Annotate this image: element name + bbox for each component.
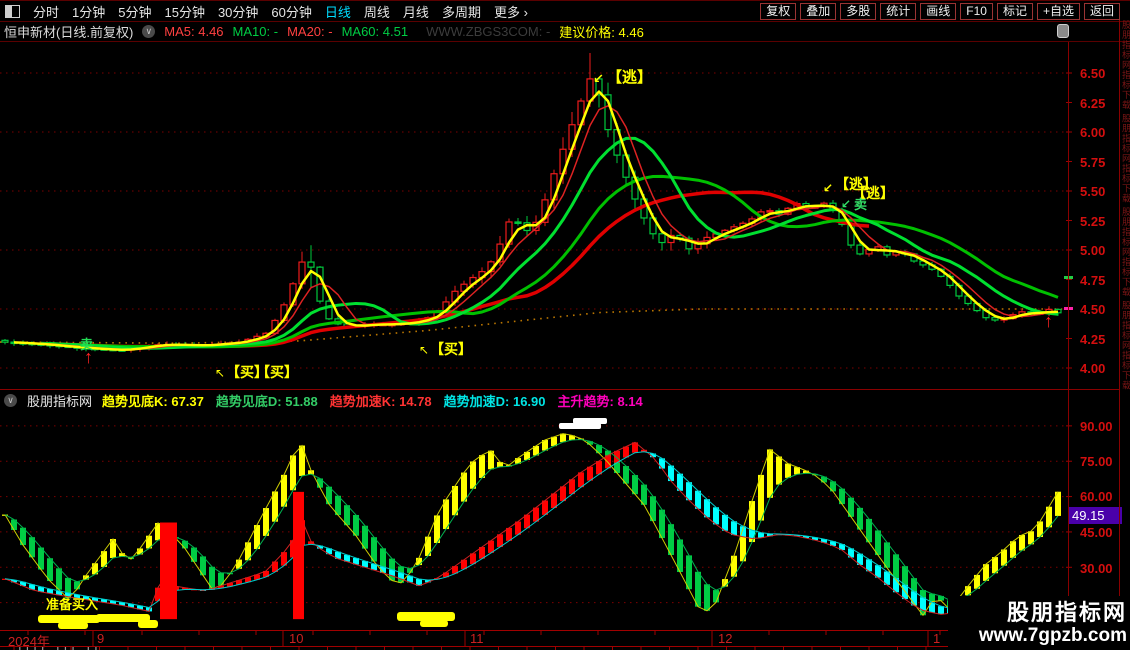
indicator-value-item: 趋势加速K: 14.78 — [329, 393, 432, 409]
period-menubar: 分时 1分钟 5分钟 15分钟 30分钟 60分钟 日线 周线 月线 多周期 更多 › 复权 叠加 多股… — [0, 0, 1130, 22]
x-axis-label: 9 — [97, 631, 105, 646]
period-tab-1[interactable]: 1分钟 — [72, 4, 106, 20]
chart-signal-marker: ↑ — [84, 347, 93, 367]
x-axis-label: 1 — [933, 631, 941, 646]
price-axis-label: 5.50 — [1080, 184, 1106, 199]
indicator-value-badge: 49.15 — [1069, 507, 1122, 524]
period-tab-5[interactable]: 60分钟 — [271, 4, 312, 20]
toolbar-button-8[interactable]: 返回 — [1083, 2, 1120, 20]
clipped-bottom-text: IIII III II — [18, 644, 102, 650]
ma-legend-item: MA60: 4.51 — [341, 23, 409, 39]
ma-legend-item: MA10: - — [232, 23, 279, 39]
x-axis-ticks — [0, 630, 1130, 650]
chevron-down-icon[interactable]: ∨ — [142, 24, 156, 38]
price-axis-label: 4.50 — [1080, 302, 1106, 317]
chart-signal-marker: 【买】 — [226, 364, 268, 380]
indicator-site-label: 股朋指标网 — [27, 393, 93, 409]
period-tabs: 分时 1分钟 5分钟 15分钟 30分钟 60分钟 日线 周线 月线 多周期 更多 › — [0, 2, 760, 21]
indicator-value-item: 主升趋势: 8.14 — [557, 393, 643, 409]
toolbar-button-2[interactable]: 多股 — [840, 2, 877, 20]
indicator-values: 趋势见底K: 67.37 趋势见底D: 51.88 趋势加速K: 14.78 趋势加速… — [102, 391, 655, 410]
indicator-axis-label: 90.00 — [1080, 419, 1113, 434]
period-tab-2[interactable]: 5分钟 — [118, 4, 152, 20]
x-axis-label: 2024年 — [8, 634, 50, 649]
toolbar-button-7[interactable]: +自选 — [1036, 2, 1080, 20]
price-axis-label: 4.00 — [1080, 361, 1106, 376]
site-logo: 股朋指标网 www.7gpzb.com — [948, 596, 1130, 650]
period-tab-9[interactable]: 多周期 — [441, 4, 481, 20]
x-axis: 2024年 9 10 11 12 1 — [0, 630, 1130, 649]
chart-signal-marker: 【逃】 — [835, 176, 877, 192]
indicator-axis-label: 30.00 — [1080, 561, 1113, 576]
chart-signal-marker: 【逃】 — [852, 185, 894, 201]
ma-legend: MA5: 4.46 MA10: - MA20: - MA60: 4.51 — [164, 24, 417, 39]
main-candlestick-chart[interactable] — [0, 42, 1130, 389]
price-axis-label: 6.50 — [1080, 66, 1106, 81]
toolbar-button-4[interactable]: 画线 — [920, 2, 957, 20]
site-logo-url: www.7gpzb.com — [978, 624, 1127, 646]
indicator-axis-label: 75.00 — [1080, 454, 1113, 469]
chart-signal-marker: 卖 — [854, 197, 868, 212]
stock-title: 恒申新材(日线.前复权) — [4, 24, 134, 40]
toolbar-button-1[interactable]: 叠加 — [800, 2, 837, 20]
price-axis-label: 5.25 — [1080, 213, 1106, 229]
indicator-axis-label: 45.00 — [1080, 525, 1113, 540]
chart-signal-marker: 卖 — [80, 337, 94, 352]
indicator-header: ∨ 股朋指标网 趋势见底K: 67.37 趋势见底D: 51.88 趋势加速K: 1… — [0, 391, 1124, 409]
oscillator-panel[interactable] — [0, 410, 1130, 631]
period-tab-8[interactable]: 月线 — [402, 4, 429, 20]
toolbar-button-6[interactable]: 标记 — [996, 2, 1033, 20]
chart-signal-marker: ↙ — [593, 71, 604, 86]
period-tab-3[interactable]: 15分钟 — [164, 4, 205, 20]
period-tab-4[interactable]: 30分钟 — [217, 4, 259, 20]
x-axis-label: 12 — [718, 631, 733, 646]
period-tab-10[interactable]: 更多 › — [493, 4, 528, 20]
sidebar-vertical-text: 股朋指标网指标下载 股朋指标网指标下载 股朋指标网指标下载 股朋指标网指标下载 — [1121, 20, 1130, 391]
ma-legend-item: MA20: - — [287, 23, 333, 39]
period-tab-6[interactable]: 日线 — [324, 4, 351, 20]
toolbar-button-0[interactable]: 复权 — [760, 2, 797, 20]
price-axis-label: 4.25 — [1080, 331, 1106, 347]
chart-signal-marker: ↑ — [1044, 311, 1053, 331]
indicator-value-item: 趋势见底K: 67.37 — [102, 393, 204, 409]
price-axis-label: 6.25 — [1080, 95, 1106, 111]
price-axis-label: 5.00 — [1080, 243, 1106, 258]
site-logo-name: 股朋指标网 — [1006, 599, 1127, 625]
layout-icon[interactable] — [5, 4, 20, 18]
period-tab-7[interactable]: 周线 — [363, 4, 390, 20]
toolbar-button-3[interactable]: 统计 — [880, 2, 917, 20]
toolbar-button-5[interactable]: F10 — [960, 2, 993, 20]
price-axis-label: 5.75 — [1080, 154, 1106, 170]
indicator-value-item: 趋势加速D: 16.90 — [443, 393, 546, 409]
chart-signal-marker: 准备买入 — [46, 597, 99, 612]
chart-signal-marker: 【逃】 — [607, 69, 653, 86]
indicator-axis-label: 60.00 — [1080, 489, 1113, 504]
chart-signal-marker: ↙ — [841, 197, 852, 211]
titlebar: 恒申新材(日线.前复权) ∨ MA5: 4.46 MA10: - MA20: - MA… — [0, 21, 1130, 42]
price-axis-label: 4.75 — [1080, 272, 1106, 288]
watermark-text: WWW.ZBGS3COM: - — [426, 23, 551, 39]
x-axis-label: 10 — [289, 631, 304, 646]
chart-signal-marker: ↖ — [419, 343, 430, 357]
chevron-down-icon[interactable]: ∨ — [4, 393, 17, 407]
frame-line — [1119, 20, 1120, 650]
page-icon[interactable] — [1057, 24, 1069, 38]
suggest-price-label: 建议价格: 4.46 — [559, 24, 644, 40]
frame-line — [1068, 42, 1069, 647]
toolbar-buttons: 复权 叠加 多股 统计 画线 F10 标记 +自选 返回 — [760, 2, 1130, 20]
chart-signal-marker: ↙ — [823, 181, 834, 195]
x-axis-label: 11 — [470, 631, 484, 646]
ma-legend-item: MA5: 4.46 — [164, 23, 224, 39]
price-axis-label: 6.00 — [1080, 125, 1106, 140]
frame-line — [0, 389, 1120, 390]
indicator-value-item: 趋势见底D: 51.88 — [215, 393, 318, 409]
chart-signal-marker: 【买】 — [256, 364, 298, 380]
chart-signal-marker: 【买】 — [430, 341, 472, 357]
chart-signal-marker: ↖ — [215, 366, 226, 380]
period-tab-0[interactable]: 分时 — [33, 4, 60, 20]
